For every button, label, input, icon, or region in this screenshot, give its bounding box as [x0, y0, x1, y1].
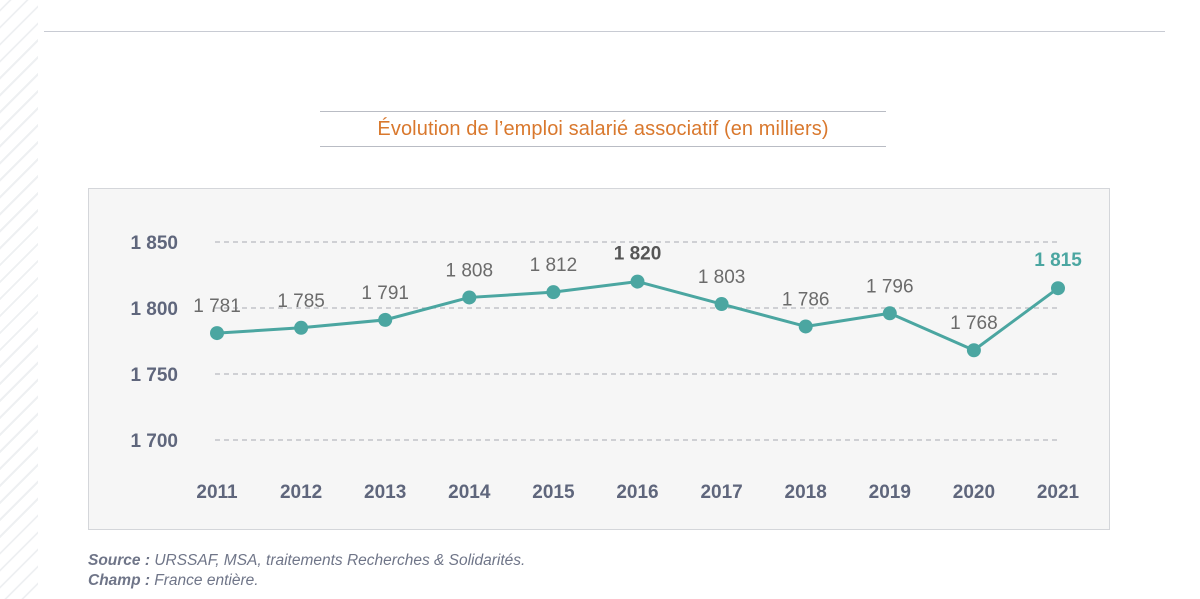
x-tick-label-2018: 2018 [785, 482, 827, 503]
data-label-2014: 1 808 [446, 260, 494, 281]
data-point-2012 [294, 320, 309, 335]
x-tick-label-2014: 2014 [448, 482, 491, 503]
champ-line: Champ : France entière. [88, 571, 525, 591]
data-label-2018: 1 786 [782, 289, 830, 310]
chart-title: Évolution de l’emploi salarié associatif… [377, 118, 828, 141]
data-point-2013 [378, 312, 393, 327]
top-divider [44, 31, 1165, 32]
data-point-2014 [462, 290, 477, 305]
data-label-2021: 1 815 [1034, 250, 1082, 271]
series-line-group [215, 280, 1060, 352]
x-tick-label-2020: 2020 [953, 482, 995, 503]
source-note: Source : URSSAF, MSA, traitements Recher… [88, 551, 525, 591]
data-label-2019: 1 796 [866, 276, 914, 297]
source-label: Source : [88, 552, 151, 569]
source-line: Source : URSSAF, MSA, traitements Recher… [88, 551, 525, 571]
data-point-2015 [546, 285, 561, 300]
chart-title-main: Évolution de l’emploi salarié associatif [377, 117, 719, 140]
x-tick-label-2012: 2012 [280, 482, 322, 503]
data-point-2016 [630, 274, 645, 289]
data-point-2019 [882, 306, 897, 321]
data-label-2011: 1 781 [193, 296, 241, 317]
x-tick-label-2015: 2015 [532, 482, 575, 503]
data-points [210, 274, 1065, 358]
data-point-2011 [210, 326, 224, 341]
grid-lines [215, 241, 1060, 441]
chart-panel [88, 188, 1110, 530]
data-labels: 1 781 1 785 1 791 1 808 1 812 1 820 1 803 1 786… [193, 244, 1082, 335]
x-tick-label-2017: 2017 [700, 482, 742, 503]
data-label-2017: 1 803 [698, 267, 746, 288]
chart-title-unit: (en milliers) [723, 117, 829, 140]
chart-title-box: Évolution de l’emploi salarié associatif… [320, 111, 886, 147]
source-text: URSSAF, MSA, traitements Recherches & So… [150, 552, 526, 569]
champ-text: France entière. [150, 572, 259, 589]
x-tick-label-2019: 2019 [869, 482, 911, 503]
champ-label: Champ : [88, 572, 150, 589]
x-tick-label-2016: 2016 [616, 482, 658, 503]
y-tick-label-1700: 1 700 [130, 431, 178, 452]
data-label-2013: 1 791 [361, 283, 409, 304]
data-point-2017 [714, 297, 729, 312]
decorative-hatch [0, 0, 38, 599]
data-label-2012: 1 785 [277, 291, 325, 312]
y-tick-label-1750: 1 750 [130, 365, 178, 386]
data-point-2020 [966, 343, 981, 358]
series-line [215, 280, 1060, 352]
y-tick-label-1850: 1 850 [130, 233, 178, 254]
data-point-2018 [798, 319, 813, 334]
x-tick-label-2021: 2021 [1037, 482, 1080, 503]
x-tick-label-2011: 2011 [196, 482, 238, 503]
x-axis-tick-labels: 2011 2012 2013 2014 2015 2016 2017 2018 2019 2020… [196, 482, 1079, 503]
x-tick-label-2013: 2013 [364, 482, 406, 503]
data-point-2021 [1051, 281, 1065, 296]
data-label-2016: 1 820 [614, 244, 662, 265]
data-label-2020: 1 768 [950, 313, 998, 334]
data-label-2015: 1 812 [530, 255, 578, 276]
y-tick-label-1800: 1 800 [130, 299, 178, 320]
y-axis-tick-labels: 1 850 1 800 1 750 1 700 [130, 233, 178, 452]
